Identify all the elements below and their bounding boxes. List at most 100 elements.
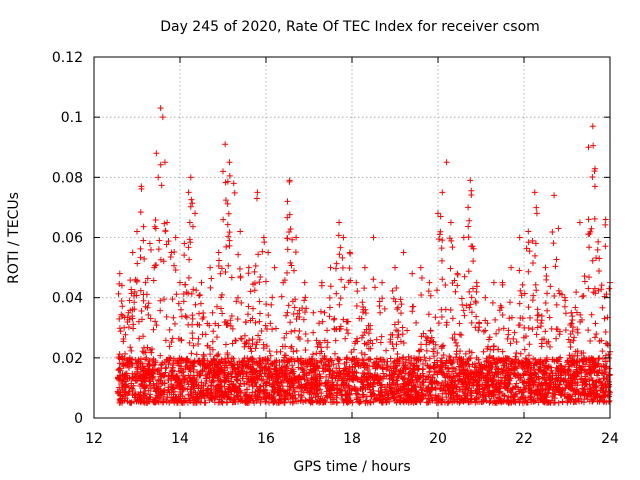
data-point xyxy=(282,352,289,359)
data-point xyxy=(497,302,504,309)
data-point xyxy=(221,369,228,376)
data-point xyxy=(260,345,267,352)
data-point-peak xyxy=(129,249,136,256)
data-point xyxy=(234,386,241,393)
data-point xyxy=(300,316,307,323)
data-point xyxy=(253,195,260,202)
data-point xyxy=(289,362,296,369)
data-point xyxy=(220,216,227,223)
data-point xyxy=(382,391,389,398)
data-point xyxy=(302,330,309,337)
data-point xyxy=(569,357,576,364)
data-point xyxy=(115,290,122,297)
data-point xyxy=(468,294,475,301)
data-point xyxy=(216,257,223,264)
data-point xyxy=(339,254,346,261)
data-point xyxy=(118,298,125,305)
data-point xyxy=(526,341,533,348)
data-point xyxy=(578,350,585,357)
data-point xyxy=(226,172,233,179)
data-point xyxy=(196,310,203,317)
data-point-peak xyxy=(392,264,398,271)
data-point-peak xyxy=(591,183,598,190)
data-point xyxy=(526,376,533,383)
data-point xyxy=(548,325,555,332)
data-point xyxy=(538,343,545,350)
data-point xyxy=(332,337,339,344)
data-point xyxy=(201,353,208,360)
data-point xyxy=(117,328,124,335)
data-point xyxy=(594,372,601,379)
y-tick-label: 0.12 xyxy=(52,50,83,66)
data-point xyxy=(365,339,372,346)
data-point xyxy=(553,335,560,342)
data-point xyxy=(442,306,449,313)
data-point xyxy=(586,244,593,251)
data-point xyxy=(289,392,296,399)
data-point xyxy=(196,322,203,329)
data-point xyxy=(156,377,163,384)
data-point xyxy=(354,288,361,295)
data-point xyxy=(336,386,343,393)
data-point xyxy=(561,369,568,376)
data-point xyxy=(538,312,545,319)
data-point xyxy=(285,302,292,309)
data-point xyxy=(302,294,309,301)
data-point xyxy=(227,317,234,324)
data-point xyxy=(171,320,178,327)
data-point xyxy=(127,277,134,284)
data-point-peak xyxy=(439,189,446,196)
data-point xyxy=(557,354,564,361)
data-point xyxy=(562,310,569,317)
data-point xyxy=(432,341,439,348)
data-point xyxy=(328,399,335,406)
data-point xyxy=(189,359,196,366)
data-point xyxy=(265,357,272,364)
data-point xyxy=(238,336,245,343)
data-point xyxy=(588,225,595,232)
data-point xyxy=(120,336,127,343)
data-point xyxy=(202,399,209,406)
data-point xyxy=(459,301,466,308)
data-point xyxy=(214,334,221,341)
data-point xyxy=(255,251,262,258)
data-point xyxy=(572,391,579,398)
data-point xyxy=(436,231,443,238)
data-point xyxy=(484,382,491,389)
data-point xyxy=(278,293,285,300)
data-point xyxy=(373,336,380,343)
data-point xyxy=(326,294,333,301)
data-point xyxy=(193,287,200,294)
data-point xyxy=(443,394,450,401)
data-point xyxy=(390,391,397,398)
data-point xyxy=(593,330,600,337)
data-point xyxy=(326,362,333,369)
data-point xyxy=(177,306,184,313)
data-point xyxy=(376,302,383,309)
data-point xyxy=(489,299,496,306)
data-point xyxy=(172,266,179,273)
data-point xyxy=(292,388,299,395)
data-point xyxy=(301,297,308,304)
data-point xyxy=(517,350,524,357)
data-point xyxy=(196,372,203,379)
data-point xyxy=(170,314,177,321)
data-point-peak xyxy=(551,192,558,199)
data-point-peak xyxy=(533,210,540,217)
data-point xyxy=(250,305,257,312)
data-point xyxy=(447,307,454,314)
data-point xyxy=(326,368,333,375)
data-point xyxy=(371,360,378,367)
data-point xyxy=(468,349,475,356)
data-point xyxy=(135,318,142,325)
data-point xyxy=(489,378,496,385)
x-tick-label: 18 xyxy=(343,431,361,447)
data-point xyxy=(314,359,321,366)
data-point xyxy=(185,244,192,251)
data-point xyxy=(317,339,324,346)
data-point xyxy=(595,238,602,245)
data-point xyxy=(185,381,192,388)
data-point xyxy=(519,281,526,288)
data-point-peak xyxy=(226,159,233,166)
data-point xyxy=(587,385,594,392)
